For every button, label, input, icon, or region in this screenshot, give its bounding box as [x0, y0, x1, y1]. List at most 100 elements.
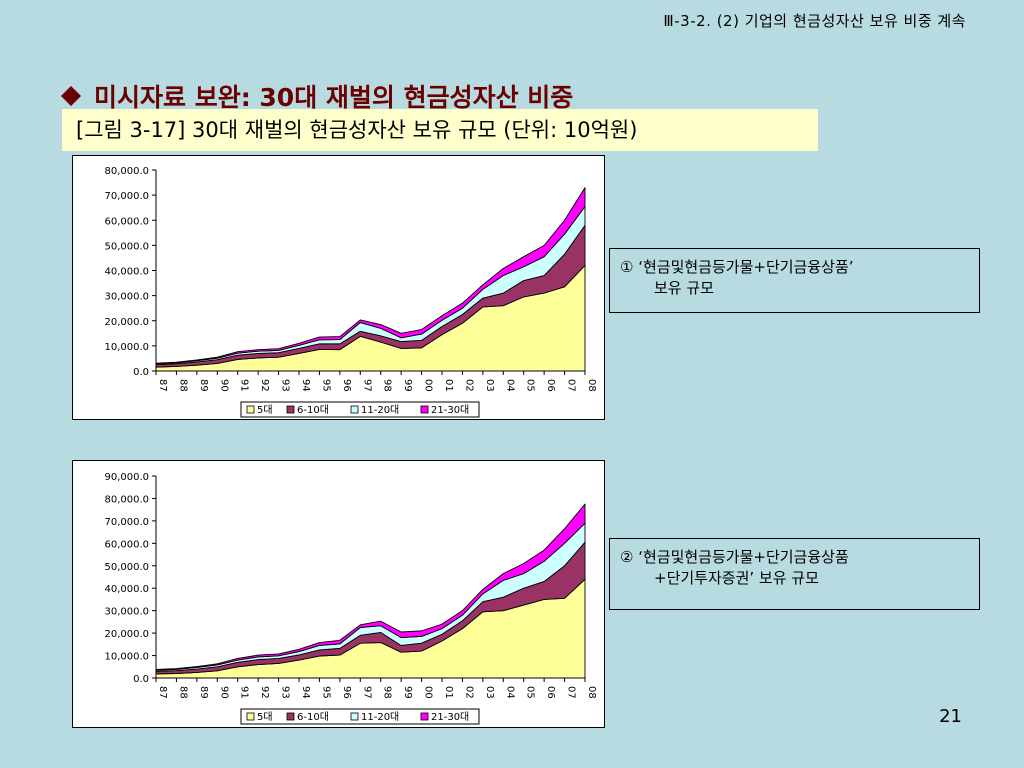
legend-swatch-s6_10 — [286, 405, 295, 414]
x-tick-label: 87 — [157, 686, 168, 699]
note-2-line-2: +단기투자증권’ 보유 규모 — [654, 569, 819, 587]
note-1-line-1: ① ‘현금및현금등가물+단기금융상품’ — [620, 258, 854, 276]
legend-label-s21_30: 21-30대 — [431, 404, 469, 416]
chart-cash-assets: 80,000.0 70,000.0 60,000.0 50,000.0 40,000.0… — [72, 155, 605, 420]
x-tick-label: 96 — [341, 686, 352, 699]
x-tick-label: 05 — [525, 686, 536, 699]
y-tick-label: 30,000.0 — [104, 292, 149, 303]
chart-legend: 5대 6-10대 11-20대 21-30대 — [240, 401, 480, 418]
y-tick-label: 0.0 — [133, 674, 149, 685]
legend-label-s5: 5대 — [257, 404, 273, 416]
x-tick-label: 99 — [402, 379, 413, 392]
x-tick-label: 98 — [382, 379, 393, 392]
y-tick-label: 40,000.0 — [104, 267, 149, 278]
x-tick-label: 89 — [198, 379, 209, 392]
note-box-1: ① ‘현금및현금등가물+단기금융상품’ 보유 규모 — [609, 248, 980, 313]
y-tick-label: 0.0 — [133, 367, 149, 378]
x-tick-label: 97 — [361, 686, 372, 699]
y-tick-label: 20,000.0 — [104, 629, 149, 640]
x-tick-label: 94 — [300, 686, 311, 699]
x-tick-label: 07 — [566, 379, 577, 392]
x-tick-label: 04 — [504, 686, 515, 699]
x-tick-label: 87 — [157, 379, 168, 392]
x-tick-label: 95 — [320, 686, 331, 699]
chart-svg-2: 90,000.0 80,000.0 70,000.0 60,000.0 50,000.0… — [104, 472, 597, 725]
legend-swatch-s5 — [246, 712, 255, 721]
x-tick-label: 90 — [218, 379, 229, 392]
legend-swatch-s11_20 — [350, 405, 359, 414]
x-tick-label: 03 — [484, 686, 495, 699]
y-tick-label: 50,000.0 — [104, 562, 149, 573]
x-tick-label: 88 — [177, 686, 188, 699]
note-box-2: ② ‘현금및현금등가물+단기금융상품 +단기투자증권’ 보유 규모 — [609, 538, 980, 610]
legend-label-s11_20: 11-20대 — [361, 404, 399, 416]
x-tick-label: 00 — [423, 686, 434, 699]
legend-swatch-s11_20 — [350, 712, 359, 721]
x-tick-label: 99 — [402, 686, 413, 699]
page-number: 21 — [939, 706, 962, 727]
x-tick-label: 88 — [177, 379, 188, 392]
legend-swatch-s21_30 — [420, 405, 429, 414]
figure-caption: [그림 3-17] 30대 재벌의 현금성자산 보유 규모 (단위: 10억원) — [62, 109, 818, 151]
diamond-bullet-icon — [61, 86, 81, 106]
x-tick-label: 97 — [361, 379, 372, 392]
x-tick-label: 93 — [280, 686, 291, 699]
x-tick-label: 02 — [463, 686, 474, 699]
y-tick-label: 80,000.0 — [104, 166, 149, 177]
legend-frame — [240, 708, 480, 725]
x-tick-label: 95 — [320, 379, 331, 392]
chart-axes: 90,000.0 80,000.0 70,000.0 60,000.0 50,000.0… — [104, 472, 597, 699]
slide-title: 미시자료 보완: 30대 재벌의 현금성자산 비중 — [60, 78, 573, 114]
x-tick-label: 89 — [198, 686, 209, 699]
x-tick-label: 98 — [382, 686, 393, 699]
x-tick-label: 93 — [280, 379, 291, 392]
x-tick-label: 00 — [423, 379, 434, 392]
legend-frame — [240, 401, 480, 418]
x-tick-label: 04 — [504, 379, 515, 392]
slide-title-text: 미시자료 보완: 30대 재벌의 현금성자산 비중 — [94, 83, 574, 112]
x-tick-label: 06 — [545, 686, 556, 699]
legend-label-s21_30: 21-30대 — [431, 711, 469, 723]
y-tick-label: 10,000.0 — [104, 342, 149, 353]
legend-swatch-s21_30 — [420, 712, 429, 721]
x-tick-label: 03 — [484, 379, 495, 392]
x-tick-label: 08 — [586, 379, 597, 392]
legend-label-s6_10: 6-10대 — [297, 711, 329, 723]
chart-legend: 5대 6-10대 11-20대 21-30대 — [240, 708, 480, 725]
x-tick-label: 07 — [566, 686, 577, 699]
x-tick-label: 02 — [463, 379, 474, 392]
header-reference: Ⅲ-3-2. (2) 기업의 현금성자산 보유 비중 계속 — [663, 12, 966, 30]
x-tick-label: 06 — [545, 379, 556, 392]
y-tick-label: 70,000.0 — [104, 517, 149, 528]
legend-label-s6_10: 6-10대 — [297, 404, 329, 416]
series-area-s21_30 — [155, 187, 586, 365]
legend-label-s11_20: 11-20대 — [361, 711, 399, 723]
y-tick-label: 50,000.0 — [104, 241, 149, 252]
y-tick-label: 20,000.0 — [104, 317, 149, 328]
legend-label-s5: 5대 — [257, 711, 273, 723]
x-tick-label: 01 — [443, 379, 454, 392]
series-area-s21_30 — [155, 503, 586, 671]
chart-cash-assets-with-securities: 90,000.0 80,000.0 70,000.0 60,000.0 50,000.0… — [72, 460, 605, 728]
x-tick-label: 92 — [259, 686, 270, 699]
y-tick-label: 80,000.0 — [104, 494, 149, 505]
note-1-line-2: 보유 규모 — [654, 279, 714, 297]
x-tick-label: 92 — [259, 379, 270, 392]
x-tick-label: 91 — [239, 686, 250, 699]
y-tick-label: 60,000.0 — [104, 539, 149, 550]
chart-svg-1: 80,000.0 70,000.0 60,000.0 50,000.0 40,000.0… — [104, 166, 597, 418]
legend-swatch-s5 — [246, 405, 255, 414]
x-tick-label: 90 — [218, 686, 229, 699]
x-tick-label: 08 — [586, 686, 597, 699]
y-tick-label: 90,000.0 — [104, 472, 149, 483]
note-2-line-1: ② ‘현금및현금등가물+단기금융상품 — [620, 548, 849, 566]
x-tick-label: 91 — [239, 379, 250, 392]
x-tick-label: 94 — [300, 379, 311, 392]
y-tick-label: 10,000.0 — [104, 652, 149, 663]
y-tick-label: 30,000.0 — [104, 607, 149, 618]
x-tick-label: 01 — [443, 686, 454, 699]
y-tick-label: 70,000.0 — [104, 191, 149, 202]
y-tick-label: 40,000.0 — [104, 584, 149, 595]
x-tick-label: 05 — [525, 379, 536, 392]
legend-swatch-s6_10 — [286, 712, 295, 721]
